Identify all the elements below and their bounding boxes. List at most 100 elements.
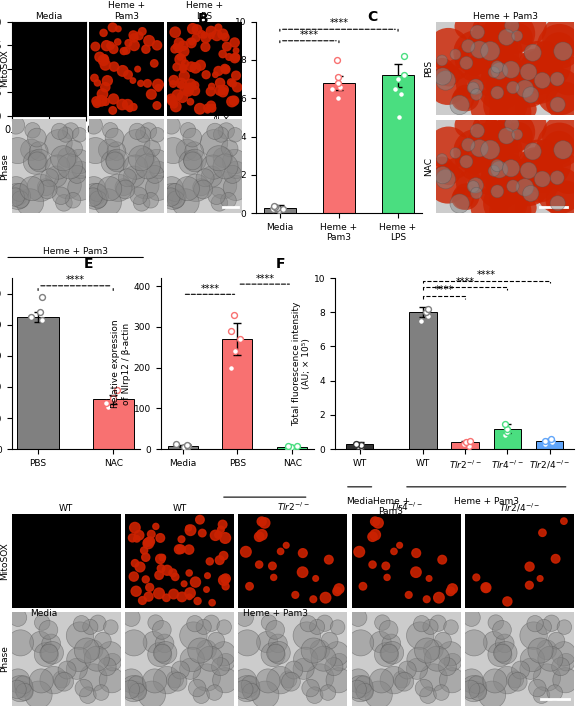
Point [325,635,334,647]
Point [206,86,215,97]
Point [222,125,231,137]
Point [203,104,212,116]
Point [102,40,111,51]
Point [184,84,194,95]
Point [209,161,218,173]
Point [425,572,434,584]
Point [463,139,473,150]
Point [70,143,79,154]
Point [332,54,341,66]
Point [11,120,20,131]
Point [129,683,138,694]
Point [124,37,133,49]
Point [121,184,130,195]
Point [186,78,195,90]
Point [231,164,241,176]
Point [136,153,146,164]
Point [179,578,188,590]
Point [135,529,144,541]
Point [19,679,28,690]
Point [122,45,131,56]
Point [553,172,562,184]
Point [129,171,139,182]
Point [202,584,211,595]
Point [197,181,206,193]
Point [110,61,119,73]
Text: ****: **** [456,277,474,287]
Point [175,544,184,555]
Point [471,145,480,157]
Point [129,102,138,113]
Point [103,661,112,672]
Point [132,679,142,690]
Point [491,617,501,629]
Point [528,47,538,58]
Point [161,647,171,659]
Point [137,197,146,209]
Point [271,647,280,659]
Point [464,440,473,451]
Point [508,81,517,93]
Point [335,657,344,668]
Text: Heme + Pam3: Heme + Pam3 [243,608,308,618]
Point [494,35,503,47]
Point [70,143,79,154]
Point [214,153,223,164]
Point [16,637,25,649]
Point [181,197,190,208]
Point [138,595,147,606]
Point [222,41,231,53]
Point [501,418,510,429]
Point [441,174,450,185]
Point [208,597,217,608]
Point [227,362,236,374]
Point [530,163,539,175]
Point [545,60,554,72]
Point [143,78,152,89]
Point [99,55,108,66]
Point [539,621,549,633]
Point [229,95,238,107]
Point [359,679,368,690]
Point [536,165,545,176]
Point [175,37,184,48]
Point [231,45,241,56]
Point [134,190,143,202]
Point [27,183,37,194]
Point [123,172,132,184]
Point [564,70,573,81]
Point [508,20,517,32]
Point [501,197,510,209]
Point [429,644,438,655]
Point [222,63,231,75]
Point [43,184,52,195]
Point [470,159,479,171]
Point [496,179,506,190]
Point [72,168,82,180]
Point [187,61,196,73]
Point [538,69,547,81]
Point [451,49,460,60]
Y-axis label: NAC: NAC [425,157,433,176]
Point [461,191,470,202]
Point [187,37,196,49]
Y-axis label: Phase: Phase [0,153,9,180]
Point [469,181,478,192]
Point [140,152,150,163]
Point [451,148,460,159]
Point [483,127,492,139]
Point [495,649,505,660]
Point [89,120,98,131]
Point [92,98,101,109]
Point [555,185,564,197]
Point [157,563,166,575]
Point [132,585,141,597]
Point [53,161,62,173]
Point [329,661,339,672]
Point [124,69,133,81]
Point [106,125,115,136]
Point [90,191,100,202]
Point [215,197,224,209]
Point [443,79,452,91]
Point [185,591,194,603]
